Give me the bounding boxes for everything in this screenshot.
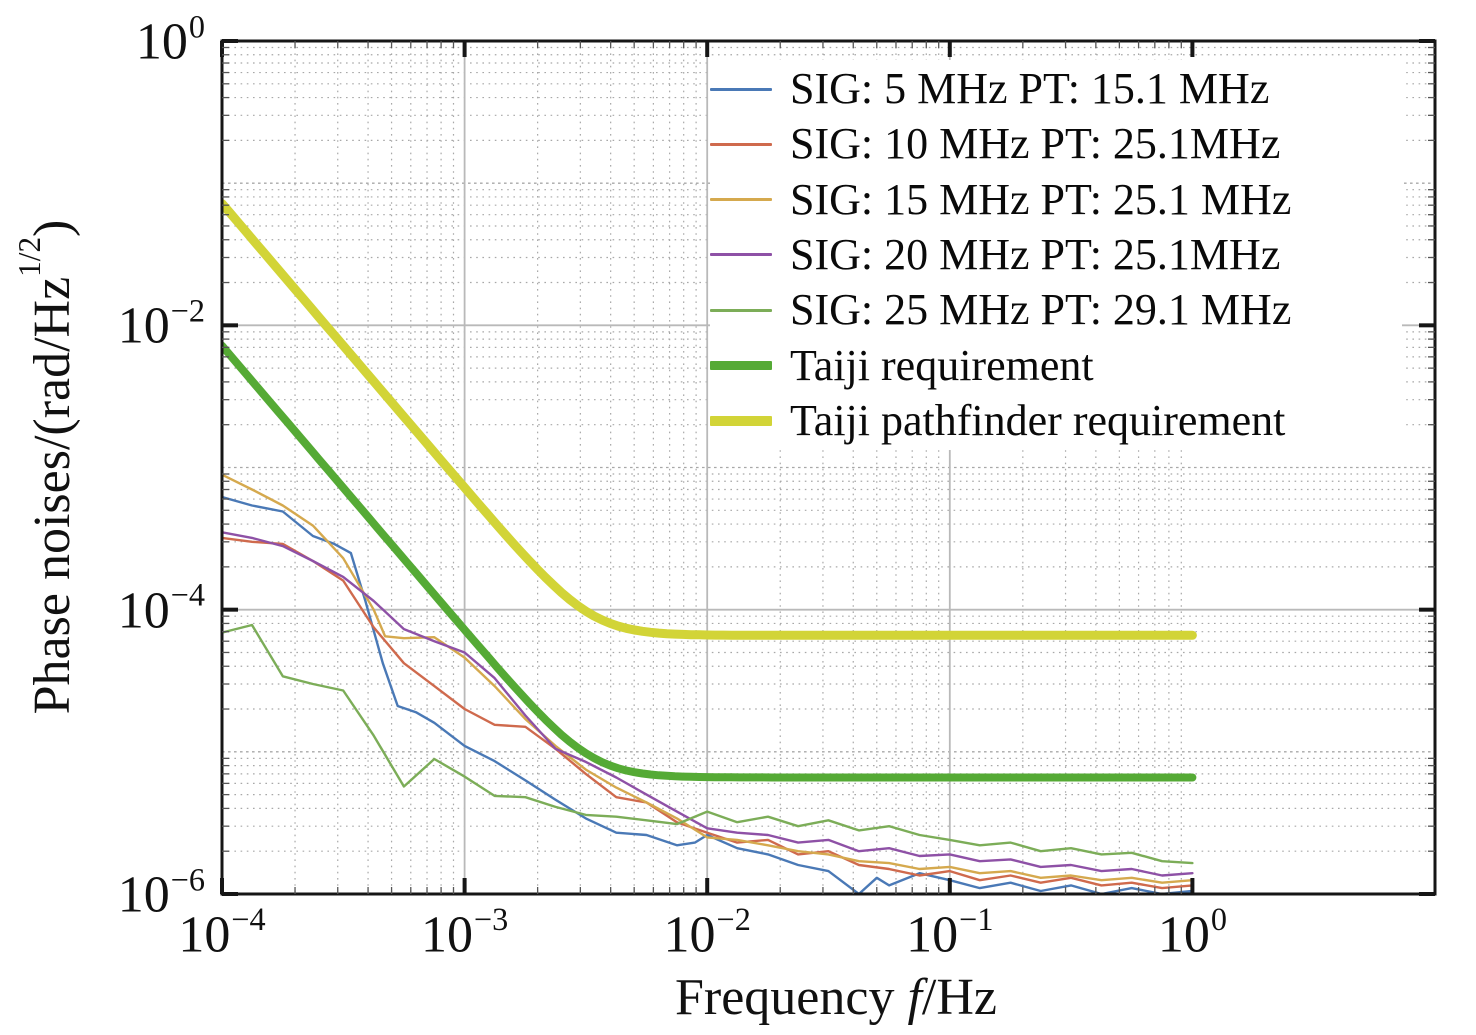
legend-line-sample xyxy=(710,415,776,426)
y-tick-label: 10−6 xyxy=(117,861,205,924)
legend-item: Taiji requirement xyxy=(710,339,1402,393)
y-axis-title: Phase noises/(rad/Hz1/2) xyxy=(12,219,82,715)
y-tick-label: 10−4 xyxy=(117,576,205,640)
legend-item: SIG: 25 MHz PT: 29.1 MHz xyxy=(710,283,1402,337)
x-tick-label: 10−2 xyxy=(663,900,751,964)
legend-line-sample xyxy=(710,308,776,312)
legend-line-sample xyxy=(710,142,776,146)
legend-line-sample xyxy=(710,87,776,91)
x-tick-label: 10−1 xyxy=(906,900,994,964)
x-axis-symbol: f xyxy=(907,969,922,1026)
x-tick-label: 10−4 xyxy=(178,900,266,964)
y-tick-label: 100 xyxy=(135,8,205,71)
legend-item-label: SIG: 10 MHz PT: 25.1MHz xyxy=(790,119,1281,169)
legend-item: SIG: 5 MHz PT: 15.1 MHz xyxy=(710,62,1402,116)
y-axis-title-text: Phase noises/(rad/Hz xyxy=(24,276,82,715)
legend-item: SIG: 10 MHz PT: 25.1MHz xyxy=(710,117,1402,171)
legend-item: Taiji pathfinder requirement xyxy=(710,394,1402,448)
y-tick-label: 10−2 xyxy=(117,292,205,355)
y-axis-title-close: ) xyxy=(24,219,82,237)
legend-item-label: SIG: 15 MHz PT: 25.1 MHz xyxy=(790,174,1292,224)
legend-item-label: SIG: 20 MHz PT: 25.1MHz xyxy=(790,229,1281,279)
legend-line-sample xyxy=(710,361,776,371)
x-axis-title: Frequency f/Hz xyxy=(675,972,997,1024)
legend-item-label: SIG: 25 MHz PT: 29.1 MHz xyxy=(790,285,1292,335)
legend: SIG: 5 MHz PT: 15.1 MHz SIG: 10 MHz PT: … xyxy=(710,60,1402,450)
legend-item: SIG: 15 MHz PT: 25.1 MHz xyxy=(710,173,1402,227)
x-tick-label: 10−3 xyxy=(420,900,509,964)
legend-item-label: SIG: 5 MHz PT: 15.1 MHz xyxy=(790,64,1270,113)
x-tick-label: 100 xyxy=(1157,900,1227,964)
x-axis-title-text: Frequency xyxy=(674,969,908,1026)
x-axis-unit: /Hz xyxy=(921,969,998,1026)
legend-item: SIG: 20 MHz PT: 25.1MHz xyxy=(710,228,1402,282)
legend-line-sample xyxy=(710,198,776,202)
y-axis-title-sup: 1/2 xyxy=(11,236,47,277)
legend-item-label: Taiji requirement xyxy=(790,340,1094,390)
legend-item-label: Taiji pathfinder requirement xyxy=(790,395,1286,445)
legend-line-sample xyxy=(710,253,776,257)
